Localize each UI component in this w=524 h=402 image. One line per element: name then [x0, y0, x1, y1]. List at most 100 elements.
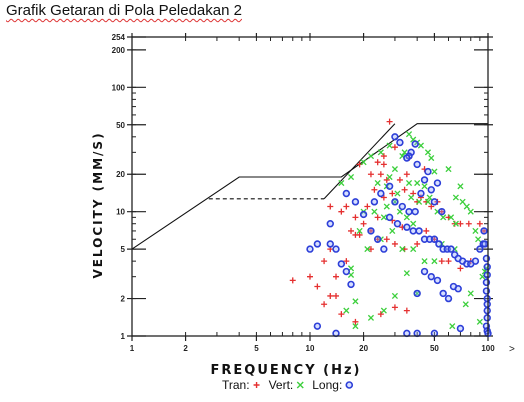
x-tick-label: 20 [359, 344, 368, 353]
tran-point [352, 231, 359, 238]
long-point [483, 271, 491, 279]
tran-point [377, 171, 384, 178]
x-tick-label: 10 [306, 344, 315, 353]
long-point [483, 306, 491, 315]
tran-point [352, 318, 359, 325]
vert-point [421, 258, 428, 265]
vert-point [459, 198, 466, 205]
vert-point [408, 194, 415, 201]
long-point [483, 263, 491, 271]
vert-point [449, 323, 456, 330]
axis-ticks: 1 2 5 10 20 50 100 1 2 5 10 20 50 100 200 254 [112, 33, 495, 353]
vert-point [380, 307, 387, 314]
y-tick-label: 200 [112, 46, 126, 55]
vert-point [462, 301, 469, 308]
long-point [435, 240, 443, 248]
legend-symbol-tran [253, 382, 260, 388]
tran-point [374, 159, 381, 166]
long-point [420, 267, 429, 276]
y-axis-title: VELOCITY (MM/S) [91, 131, 105, 278]
criteria-lines [131, 123, 488, 250]
tran-point [348, 227, 355, 234]
vert-point [463, 203, 470, 210]
tran-point [403, 171, 410, 178]
tran-point [367, 246, 374, 253]
vert-point [380, 214, 387, 221]
vert-point [421, 183, 428, 190]
tran-point [438, 258, 445, 265]
long-point [306, 245, 314, 253]
y-tick-label: 5 [121, 245, 126, 254]
tran-point [391, 304, 398, 311]
vert-point [377, 149, 384, 156]
long-point [385, 213, 394, 222]
legend-symbol-long [345, 381, 354, 389]
long-point [427, 186, 435, 194]
tran-point [321, 258, 328, 265]
long-point [417, 189, 425, 198]
y-tick-label: 100 [112, 83, 126, 92]
legend-symbol-vert [296, 381, 304, 389]
tran-point [367, 227, 374, 234]
long-point [430, 198, 439, 206]
tran-point [333, 273, 340, 280]
data-points [289, 118, 492, 338]
tran-point [451, 220, 458, 227]
y-tick-label: 1 [121, 332, 126, 341]
y-tick-label: 10 [116, 208, 125, 217]
legend-label-2: Long: [312, 378, 342, 392]
long-point [385, 182, 394, 190]
tran-point [371, 186, 378, 193]
long-point [413, 289, 421, 298]
tran-point [289, 277, 296, 284]
tran-point [352, 214, 359, 221]
long-point [481, 240, 489, 248]
tran-point [383, 236, 390, 243]
long-point [438, 207, 446, 216]
tran-point [389, 190, 396, 197]
long-point [342, 267, 351, 276]
vert-point [410, 246, 417, 253]
vert-point [424, 149, 432, 156]
long-point [413, 160, 421, 169]
x-tick-label: 100 [481, 344, 495, 353]
vert-point [367, 314, 375, 321]
plot-frame [131, 36, 489, 337]
vert-point [426, 194, 433, 201]
vert-point [405, 131, 413, 138]
vert-point [467, 290, 474, 297]
long-point [471, 257, 480, 265]
long-point [326, 240, 334, 248]
vert-point [338, 179, 345, 187]
long-point [393, 220, 402, 228]
vert-point [399, 246, 406, 253]
long-point [433, 179, 442, 187]
vert-point [452, 220, 459, 227]
long-point [433, 276, 442, 285]
tran-point [445, 258, 452, 265]
long-point [447, 245, 455, 253]
long-point [403, 223, 411, 231]
vert-point [389, 227, 396, 234]
vert-point [371, 208, 378, 215]
long-point [454, 285, 462, 293]
vert-point [440, 214, 447, 221]
vert-point [475, 236, 482, 243]
x-axis-title: FREQUENCY (Hz) [211, 363, 362, 378]
tran-point [343, 203, 350, 210]
x-tick-label: 2 [183, 344, 188, 353]
vert-point [386, 173, 393, 181]
vert-point [431, 258, 438, 265]
vert-point [403, 214, 410, 221]
long-point [391, 133, 399, 141]
tran-point [457, 265, 464, 272]
vert-point [447, 214, 455, 221]
tran-point [367, 171, 374, 178]
legend-label-0: Tran: [222, 378, 250, 392]
long-point [398, 202, 406, 211]
tran-point [321, 301, 328, 308]
tran-point [438, 208, 445, 215]
vert-point [417, 142, 424, 149]
long-point [439, 289, 447, 298]
tran-point [327, 292, 334, 299]
